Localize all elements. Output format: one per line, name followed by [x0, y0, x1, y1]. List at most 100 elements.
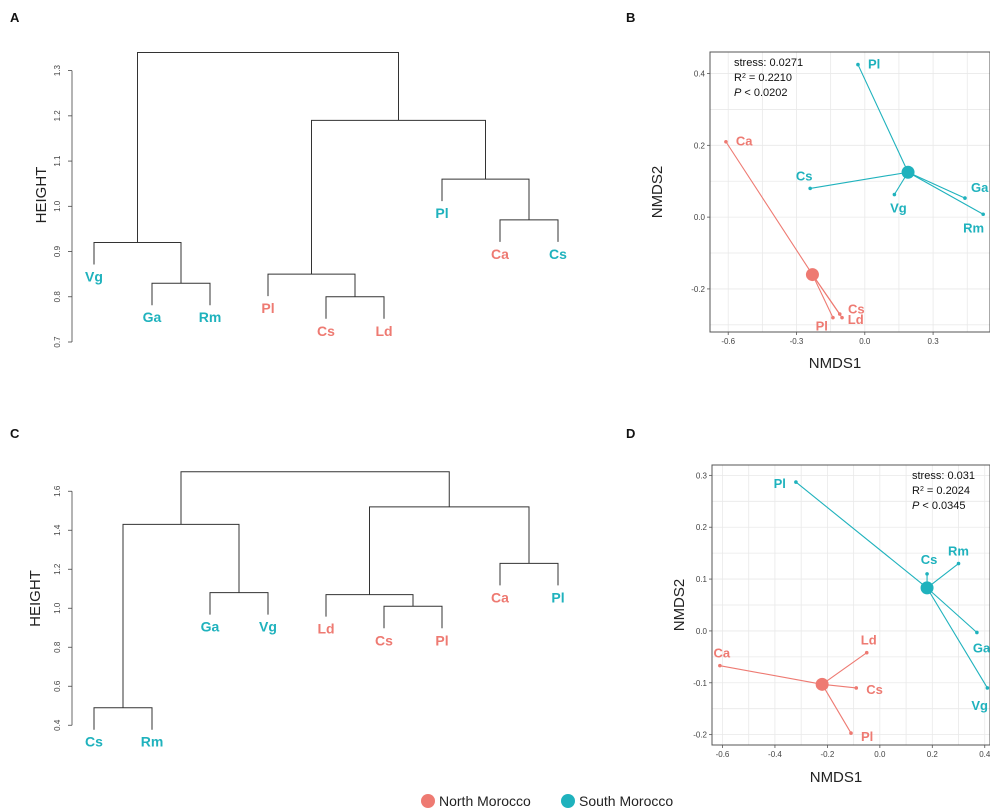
data-point-pl — [794, 480, 798, 484]
y-tick-label: 0.4 — [694, 70, 706, 79]
y-tick-label: 0.9 — [53, 245, 62, 257]
y-tick-label: 1.6 — [53, 485, 62, 497]
y-tick-label: 1.1 — [53, 155, 62, 167]
y-tick-label: 0.4 — [53, 719, 62, 731]
spider-line — [907, 171, 966, 199]
x-axis-title: NMDS1 — [809, 355, 862, 372]
y-tick-label: 1.4 — [53, 524, 62, 536]
y-tick-label: 0.8 — [53, 641, 62, 653]
data-point-ca — [718, 663, 722, 668]
data-point-pl — [849, 731, 853, 735]
data-point-rm — [981, 212, 985, 217]
panel-label: B — [626, 10, 635, 25]
y-tick-label: 0.0 — [696, 627, 708, 636]
dendrogram-branch — [93, 241, 182, 284]
point-label-ld: Ld — [848, 312, 864, 327]
data-point-ga — [975, 630, 979, 635]
legend-label-north: North Morocco — [439, 793, 531, 809]
plot-area — [718, 480, 990, 735]
dendrogram-branch — [499, 562, 559, 586]
point-label-ld: Ld — [861, 633, 877, 648]
data-point-ca — [724, 139, 728, 144]
dendrogram-branch — [441, 178, 530, 220]
y-tick-label: 1.3 — [53, 65, 62, 77]
leaf-label-cs: Cs — [317, 323, 335, 339]
point-label-pl: Pl — [861, 729, 873, 744]
point-label-rm: Rm — [948, 544, 969, 559]
leaf-label-pl: Pl — [435, 632, 448, 648]
spider-line — [926, 587, 978, 633]
x-tick-label: -0.6 — [716, 750, 730, 759]
y-tick-label: -0.2 — [693, 731, 707, 740]
plot-frame — [711, 464, 990, 746]
data-point-pl — [856, 62, 860, 67]
stats-stress: stress: 0.0271 — [734, 57, 803, 69]
spider-line — [907, 171, 984, 215]
leaf-label-pl: Pl — [261, 300, 274, 316]
point-label-rm: Rm — [963, 220, 984, 235]
point-label-cs: Cs — [848, 302, 865, 317]
panel-label: D — [626, 426, 635, 441]
point-label-vg: Vg — [890, 201, 907, 216]
leaf-label-ga: Ga — [143, 309, 162, 325]
leaf-label-rm: Rm — [141, 734, 164, 750]
dendrogram-branch — [369, 506, 530, 595]
legend-marker-south — [561, 794, 575, 808]
x-axis-title: NMDS1 — [810, 769, 863, 786]
x-tick-label: 0.3 — [928, 337, 940, 346]
leaf-label-ga: Ga — [201, 619, 220, 635]
point-label-cs: Cs — [796, 168, 813, 183]
data-point-ga — [963, 196, 967, 200]
dendrogram-branch — [325, 296, 385, 319]
y-tick-label: 0.7 — [53, 336, 62, 348]
y-axis-title: HEIGHT — [33, 167, 50, 224]
centroid-north — [805, 268, 819, 282]
chart-panel-d: D -0.6 -0.4 -0.2 0.0 0.2 0.4 -0.2 -0.1 0.0 0.1 0.2 0… — [626, 426, 990, 786]
y-tick-label: -0.2 — [691, 285, 705, 294]
data-point-vg — [892, 192, 897, 197]
stats-p-value: P < 0.0202 — [734, 87, 788, 99]
y-tick-label: 0.0 — [694, 213, 706, 222]
data-point-cs — [925, 572, 929, 576]
x-tick-label: -0.2 — [820, 750, 834, 759]
y-tick-label: 1.0 — [53, 602, 62, 614]
plot-area — [724, 62, 985, 320]
point-label-vg: Vg — [971, 698, 988, 713]
dendrogram-branch — [383, 605, 443, 629]
data-point-cs — [854, 686, 859, 690]
x-tick-label: -0.6 — [721, 337, 735, 346]
y-tick-label: 0.2 — [696, 523, 708, 532]
data-point-rm — [956, 561, 961, 566]
centroid-south — [901, 165, 915, 179]
spider-line — [811, 274, 834, 318]
y-tick-label: 0.1 — [696, 575, 708, 584]
leaf-label-ld: Ld — [375, 323, 392, 339]
centroid-north — [815, 677, 829, 691]
y-axis-title: NMDS2 — [671, 579, 688, 632]
point-label-cs: Cs — [921, 552, 938, 567]
x-tick-label: 0.0 — [874, 750, 886, 759]
chart-panel-b: B -0.6 -0.3 0.0 0.3 -0.2 0.0 0.2 0.4 NMDS1 NMDS2 Ca… — [626, 10, 990, 372]
stats-p-value: P < 0.0345 — [912, 500, 966, 512]
y-tick-label: 0.2 — [694, 141, 706, 150]
leaf-label-rm: Rm — [199, 309, 222, 325]
dendrogram-branch — [151, 282, 211, 306]
y-tick-label: 0.8 — [53, 291, 62, 303]
spider-line — [821, 652, 868, 685]
dendrogram-branch — [93, 707, 153, 730]
leaf-label-cs: Cs — [375, 632, 393, 648]
leaf-label-cs: Cs — [85, 734, 103, 750]
x-tick-label: 0.4 — [979, 750, 990, 759]
stats-stress: stress: 0.031 — [912, 470, 975, 482]
legend-marker-north — [421, 794, 435, 808]
spider-line — [725, 141, 813, 275]
point-label-pl: Pl — [816, 319, 828, 334]
point-label-ca: Ca — [714, 646, 731, 661]
point-label-ca: Ca — [736, 134, 753, 149]
leaf-label-pl: Pl — [435, 205, 448, 221]
point-label-cs: Cs — [866, 682, 883, 697]
y-tick-label: 1.0 — [53, 200, 62, 212]
spider-line — [795, 481, 928, 589]
spider-line — [811, 274, 841, 315]
